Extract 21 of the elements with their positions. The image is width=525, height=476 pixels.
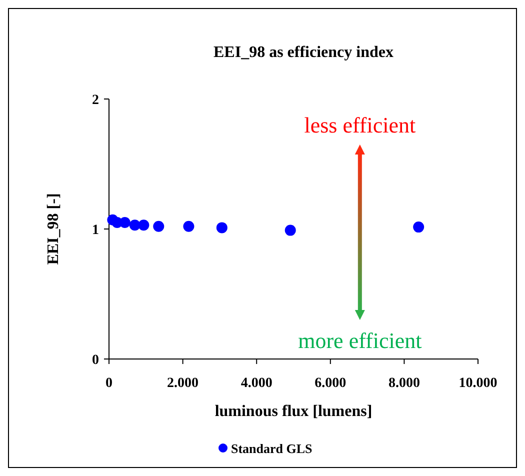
point: [153, 220, 164, 232]
x-axis-title: luminous flux [lumens]: [214, 403, 372, 420]
point: [138, 220, 150, 231]
legend-label: Standard GLS: [231, 441, 312, 456]
y-axis-title: EEI_98 [-]: [45, 193, 62, 265]
x-tick-label: 8.000: [388, 376, 420, 391]
x-tick-label: 2.000: [167, 376, 199, 391]
y-tick-label: 0: [92, 353, 99, 368]
x-tick-label: 6.000: [314, 376, 346, 391]
point: [183, 220, 194, 232]
x-tick-label: 0: [106, 376, 112, 391]
x-tick-label: 4.000: [240, 376, 272, 391]
annotation: less efficient: [304, 112, 416, 138]
x-tick-label: 10.000: [458, 376, 498, 391]
y-tick-label: 2: [92, 93, 99, 108]
point: [216, 222, 228, 234]
point: [284, 224, 296, 236]
y-tick-label: 1: [92, 223, 99, 238]
point: [413, 222, 424, 233]
annotation: more efficient: [298, 328, 422, 353]
chart-title: EEI_98 as efficiency index: [214, 44, 394, 61]
